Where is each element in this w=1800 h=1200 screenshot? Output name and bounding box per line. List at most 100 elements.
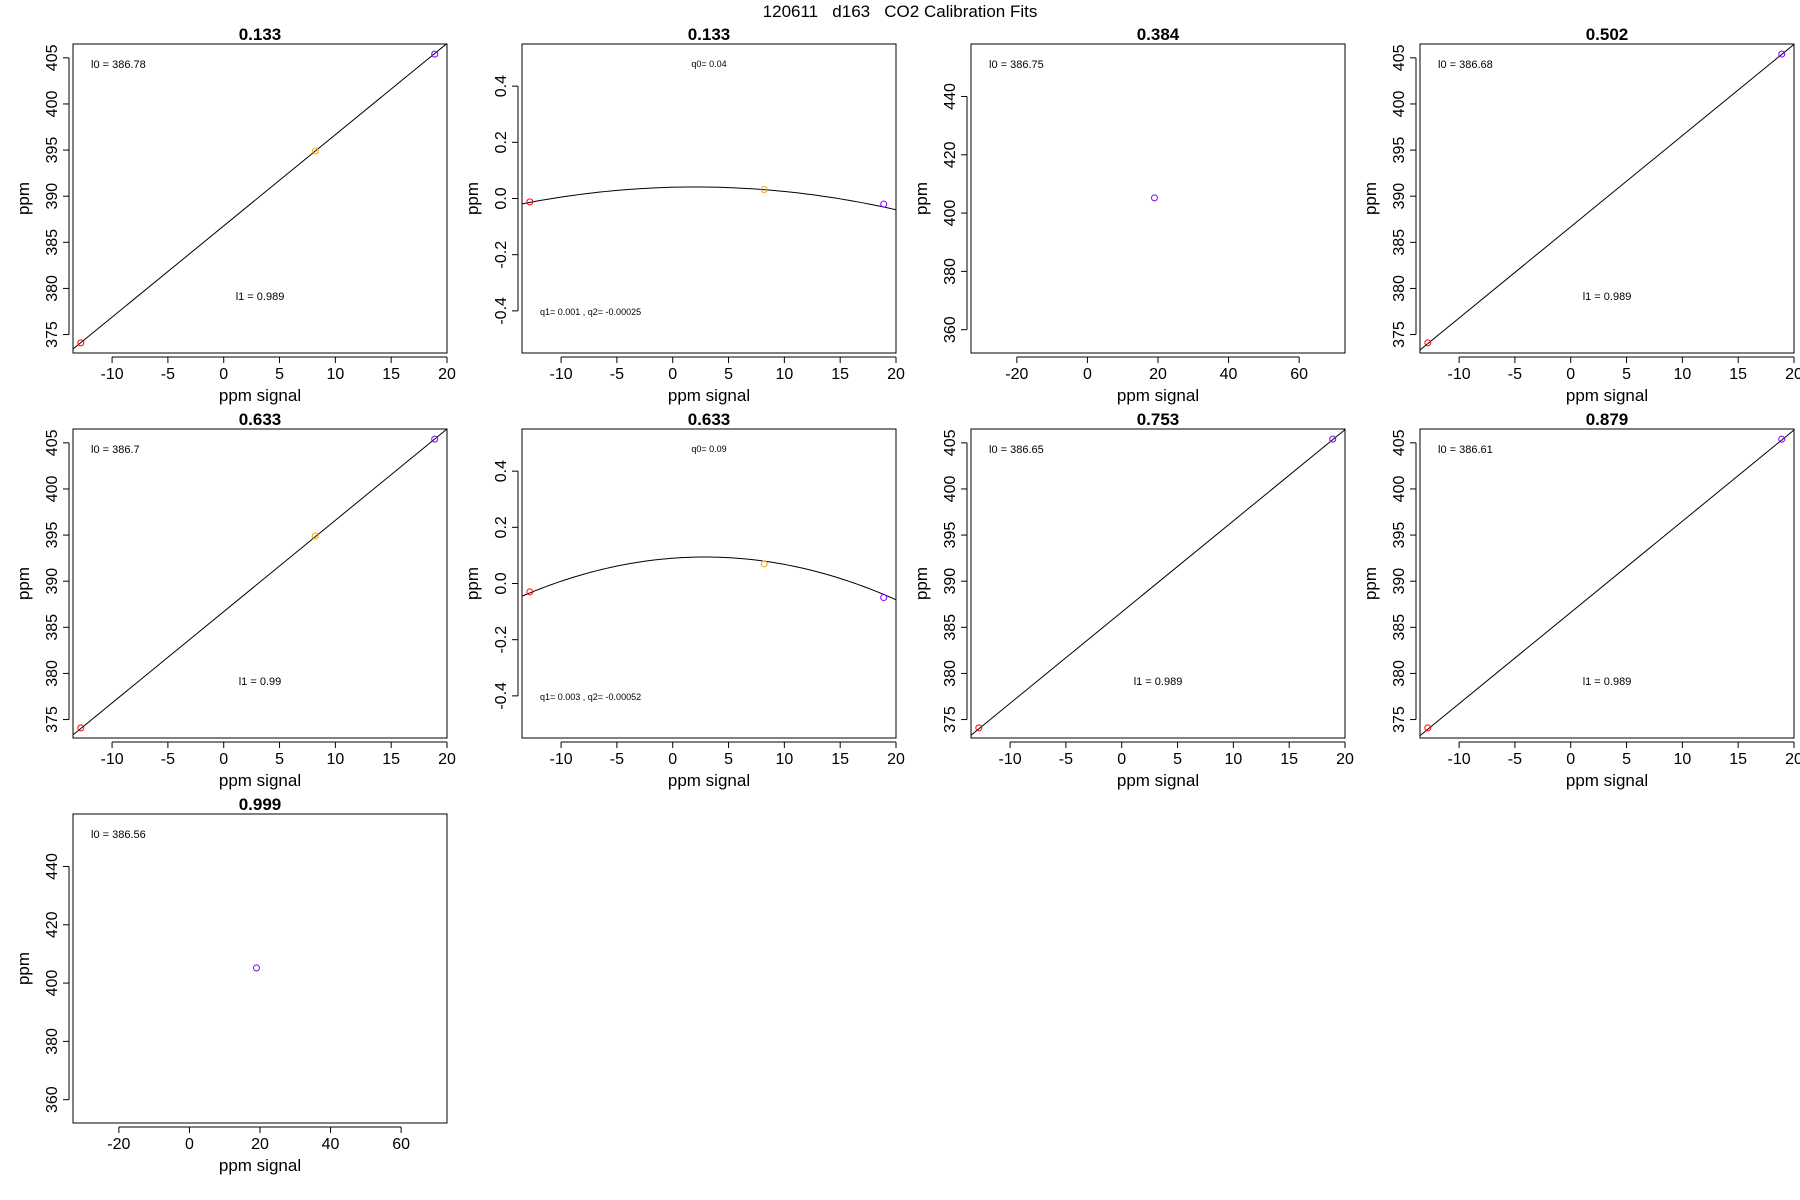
x-tick-label: 20	[887, 366, 905, 383]
x-tick-label: 40	[1220, 366, 1238, 383]
y-tick-label: 395	[44, 522, 61, 549]
x-tick-label: 0	[1566, 751, 1575, 768]
x-tick-label: 0	[219, 366, 228, 383]
y-tick-label: -0.2	[493, 241, 510, 269]
plot-frame	[970, 43, 1346, 354]
data-point	[1778, 50, 1786, 58]
fit-annotation: q0= 0.09	[691, 444, 726, 454]
x-tick-label: 40	[322, 1136, 340, 1153]
x-tick-label: 5	[275, 751, 284, 768]
x-tick-label: 0	[1083, 366, 1092, 383]
y-tick-label: 405	[942, 429, 959, 456]
fit-line	[73, 429, 447, 736]
chart-title: 0.879	[1586, 410, 1629, 429]
y-tick-label: 0.4	[493, 460, 510, 482]
x-tick-label: 0	[668, 751, 677, 768]
y-tick-label: 405	[1391, 429, 1408, 456]
x-tick-label: 20	[438, 366, 456, 383]
y-tick-label: 405	[44, 429, 61, 456]
x-tick-label: 0	[185, 1136, 194, 1153]
x-axis-label: ppm signal	[668, 386, 750, 405]
chart-title: 0.999	[239, 795, 282, 814]
x-tick-label: 15	[1729, 366, 1747, 383]
x-tick-label: 5	[1622, 751, 1631, 768]
x-tick-label: -5	[610, 366, 624, 383]
y-tick-label: 385	[1391, 614, 1408, 641]
x-tick-label: 10	[1224, 751, 1242, 768]
y-axis-label: ppm	[912, 567, 931, 600]
x-tick-label: 10	[775, 366, 793, 383]
fit-annotation: q1= 0.001 , q2= -0.00025	[540, 307, 641, 317]
y-tick-label: 440	[942, 83, 959, 110]
x-tick-label: 5	[724, 751, 733, 768]
x-axis-label: ppm signal	[1117, 386, 1199, 405]
x-tick-label: 20	[1785, 366, 1800, 383]
x-tick-label: -5	[1508, 751, 1522, 768]
x-tick-label: 20	[438, 751, 456, 768]
x-tick-label: 5	[275, 366, 284, 383]
x-axis-label: ppm signal	[219, 1156, 301, 1175]
y-tick-label: 400	[1391, 91, 1408, 118]
data-point	[1424, 339, 1432, 347]
x-tick-label: 20	[251, 1136, 269, 1153]
data-point	[1778, 435, 1786, 443]
chart-panel: 0.502 -10 -5 0 5 10 15 20 ppm signal 375 380 385 390…	[1361, 25, 1800, 405]
plot-frame	[72, 813, 448, 1124]
x-tick-label: 10	[775, 751, 793, 768]
x-tick-label: -10	[1448, 366, 1471, 383]
x-tick-label: 60	[1290, 366, 1308, 383]
fit-line	[971, 429, 1345, 736]
x-tick-label: -5	[161, 366, 175, 383]
x-tick-label: 20	[1149, 366, 1167, 383]
x-tick-label: -5	[161, 751, 175, 768]
plot-frame	[72, 428, 448, 739]
x-axis-label: ppm signal	[1566, 386, 1648, 405]
y-tick-label: 0.0	[493, 187, 510, 209]
y-tick-label: 395	[942, 522, 959, 549]
x-tick-label: 0	[1566, 366, 1575, 383]
y-tick-label: 385	[44, 229, 61, 256]
x-tick-label: -10	[1448, 751, 1471, 768]
x-axis-label: ppm signal	[219, 386, 301, 405]
y-tick-label: 420	[942, 141, 959, 168]
y-axis-label: ppm	[14, 182, 33, 215]
y-tick-label: 395	[1391, 137, 1408, 164]
x-tick-label: 0	[219, 751, 228, 768]
y-tick-label: -0.2	[493, 626, 510, 654]
x-tick-label: 0	[668, 366, 677, 383]
figure-title: 120611 d163 CO2 Calibration Fits	[762, 2, 1038, 21]
chart-panel: 0.633 -10 -5 0 5 10 15 20 ppm signal 375 380 385 390…	[14, 410, 456, 790]
y-axis-label: ppm	[14, 952, 33, 985]
fit-line	[522, 186, 896, 211]
y-tick-label: 390	[44, 183, 61, 210]
y-tick-label: 360	[942, 316, 959, 343]
x-axis-label: ppm signal	[219, 771, 301, 790]
plot-frame	[1419, 428, 1795, 739]
y-tick-label: 0.4	[493, 75, 510, 97]
data-point	[1329, 435, 1337, 443]
y-tick-label: 395	[44, 137, 61, 164]
y-axis-label: ppm	[463, 182, 482, 215]
y-tick-label: 385	[44, 614, 61, 641]
fit-annotation: l0 = 386.65	[989, 444, 1044, 456]
y-tick-label: 385	[942, 614, 959, 641]
y-tick-label: 390	[44, 568, 61, 595]
x-tick-label: 20	[887, 751, 905, 768]
y-tick-label: 0.0	[493, 572, 510, 594]
x-tick-label: 15	[382, 751, 400, 768]
plot-frame	[521, 43, 897, 354]
y-tick-label: 390	[942, 568, 959, 595]
x-tick-label: 5	[1173, 751, 1182, 768]
data-point	[880, 594, 888, 602]
y-tick-label: 375	[1391, 706, 1408, 733]
data-point	[975, 724, 983, 732]
x-tick-label: -10	[101, 751, 124, 768]
y-axis-label: ppm	[14, 567, 33, 600]
y-axis-label: ppm	[912, 182, 931, 215]
plot-frame	[1419, 43, 1795, 354]
y-tick-label: 380	[44, 1028, 61, 1055]
x-tick-label: -10	[550, 366, 573, 383]
fit-line	[522, 556, 896, 601]
data-point	[760, 560, 768, 568]
fit-annotation: l0 = 386.7	[91, 444, 140, 456]
